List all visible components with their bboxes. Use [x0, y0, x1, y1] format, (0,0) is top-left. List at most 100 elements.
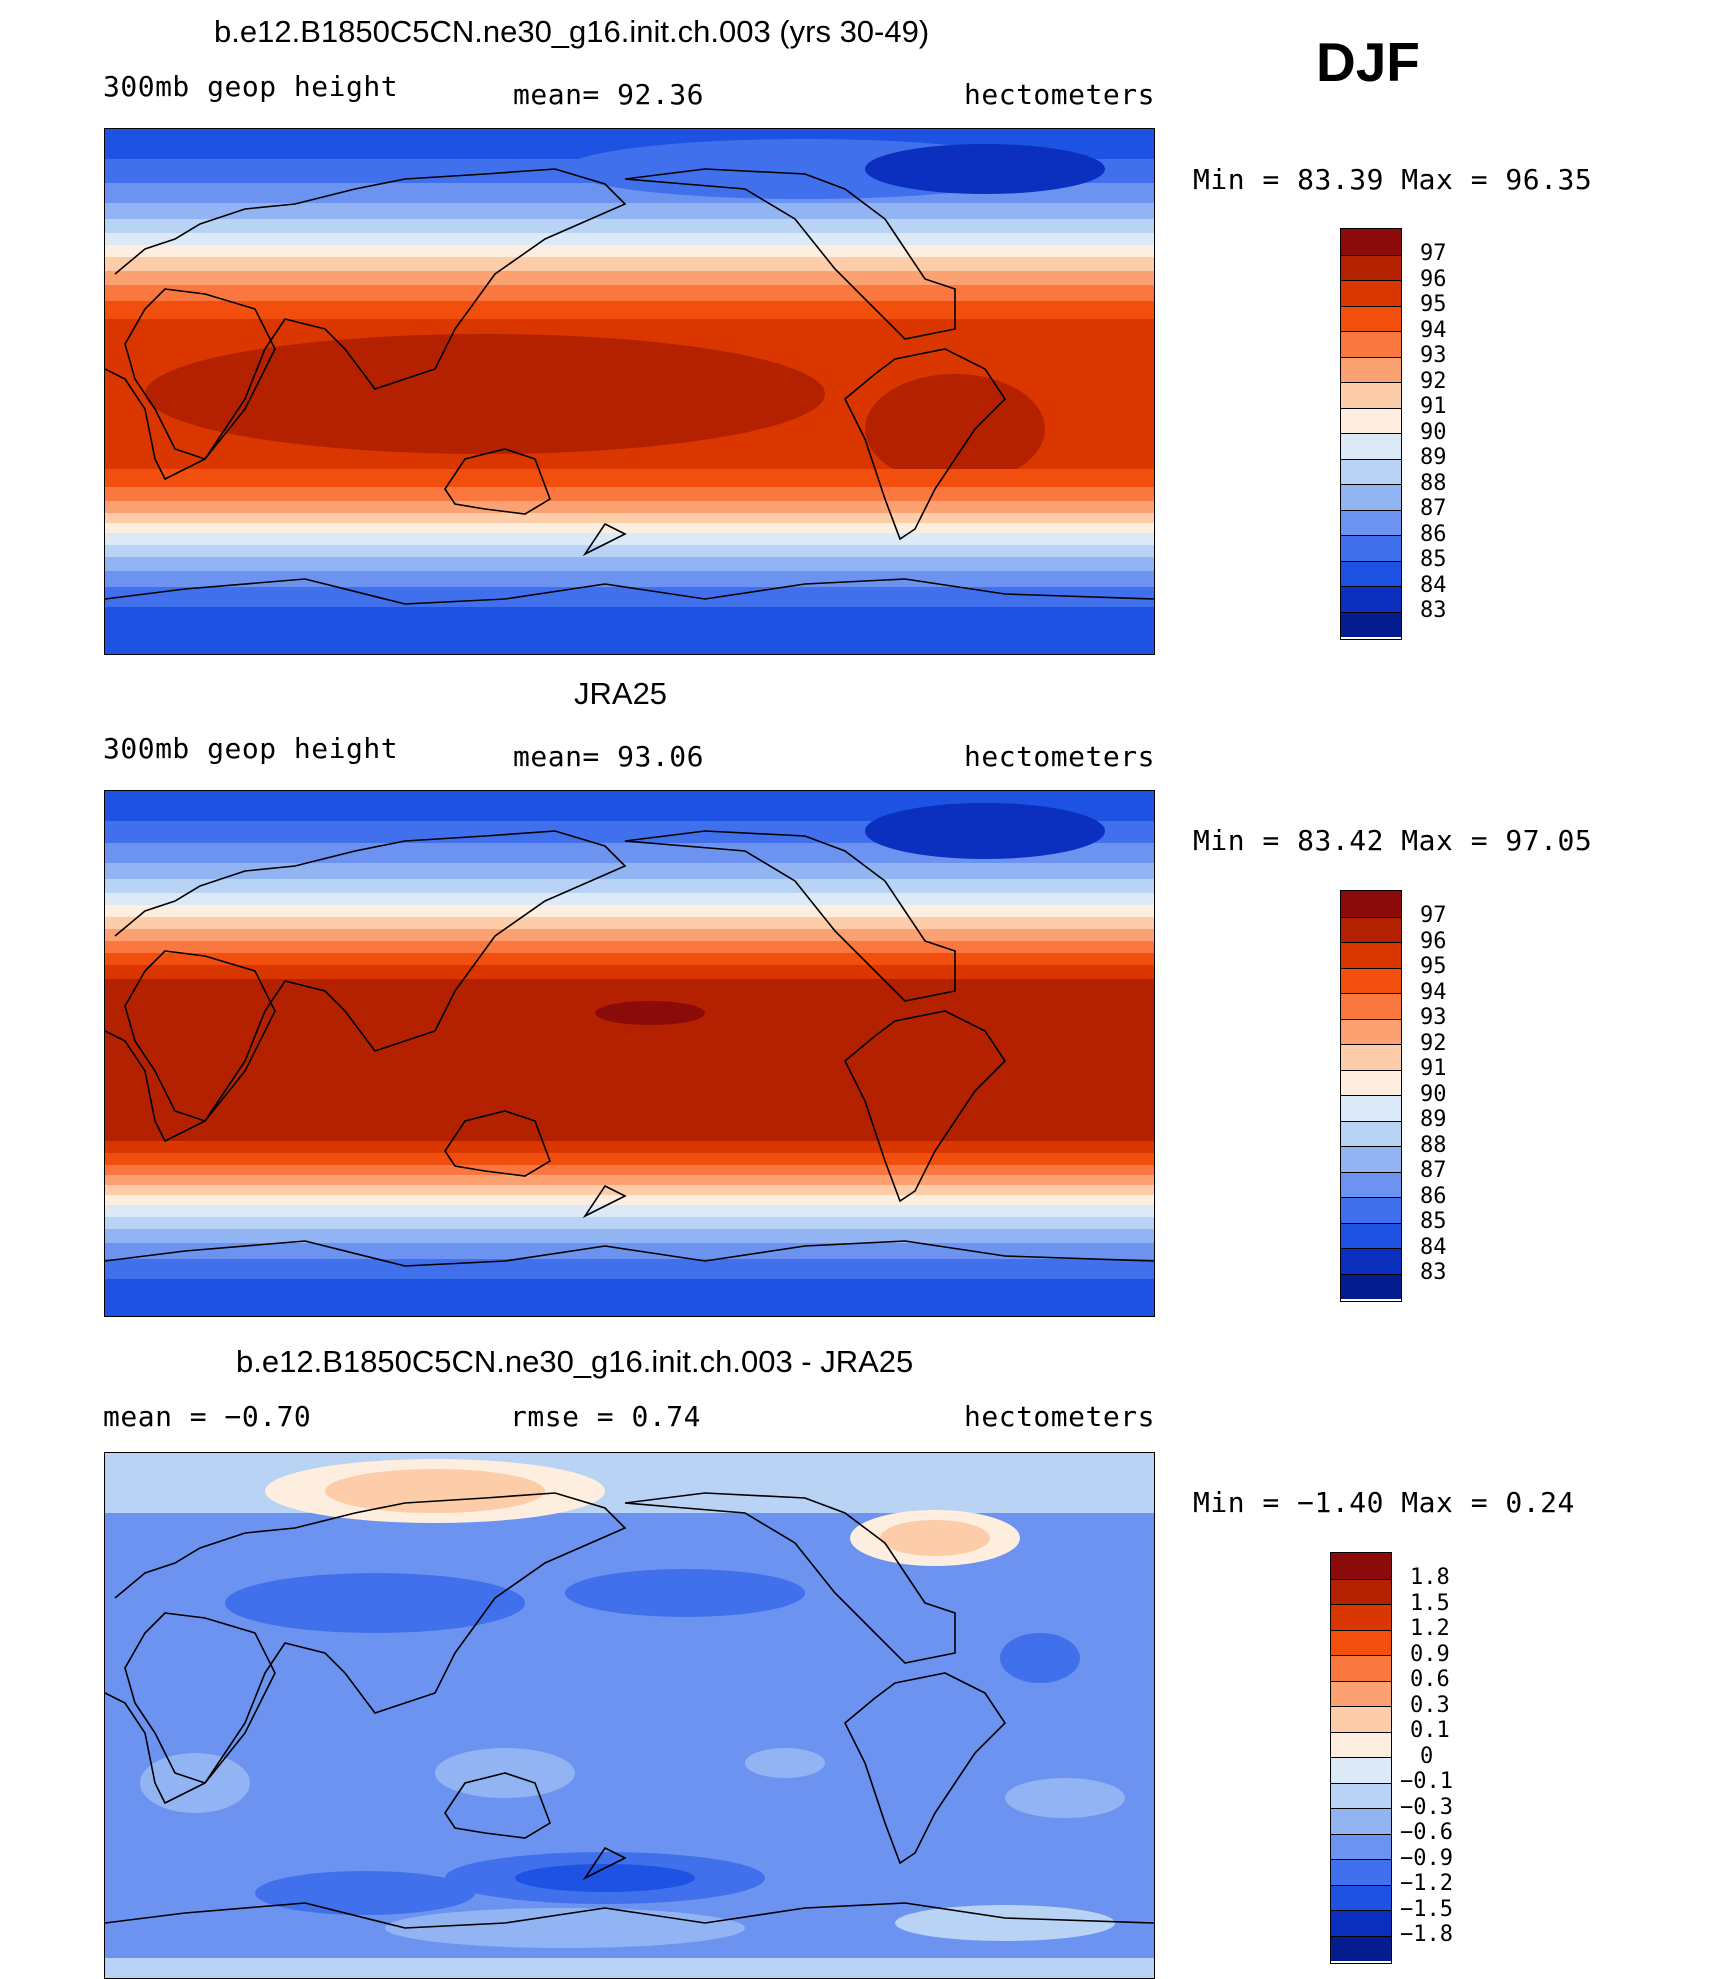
colorbar-tick: 83	[1420, 598, 1447, 623]
colorbar-tick: 84	[1420, 573, 1447, 598]
panel-2-colorbar	[1340, 890, 1402, 1302]
panel-1-colorbar	[1340, 228, 1402, 640]
colorbar-tick: −0.9	[1400, 1846, 1453, 1871]
panel-3-minmax: Min = −1.40 Max = 0.24	[1193, 1486, 1575, 1519]
colorbar-cell	[1341, 509, 1401, 535]
colorbar-cell	[1341, 305, 1401, 331]
colorbar-cell	[1341, 967, 1401, 993]
colorbar-tick: −1.8	[1400, 1922, 1453, 1947]
colorbar-tick: 93	[1420, 343, 1447, 368]
colorbar-cell	[1331, 1782, 1391, 1808]
colorbar-cell	[1331, 1910, 1391, 1936]
colorbar-tick: 84	[1420, 1235, 1447, 1260]
colorbar-tick: 91	[1420, 1056, 1447, 1081]
colorbar-cell	[1341, 229, 1401, 255]
colorbar-tick: −1.5	[1400, 1897, 1453, 1922]
panel-1-units-label: hectometers	[964, 78, 1155, 111]
panel-2-units-label: hectometers	[964, 740, 1155, 773]
colorbar-cell	[1331, 1655, 1391, 1681]
colorbar-tick: 95	[1420, 954, 1447, 979]
season-label: DJF	[1316, 31, 1420, 93]
colorbar-tick: 86	[1420, 522, 1447, 547]
panel-1-title: b.e12.B1850C5CN.ne30_g16.init.ch.003 (yr…	[214, 14, 930, 49]
colorbar-tick: 88	[1420, 471, 1447, 496]
colorbar-tick: 91	[1420, 394, 1447, 419]
colorbar-tick: 94	[1420, 318, 1447, 343]
colorbar-cell	[1341, 382, 1401, 408]
colorbar-cell	[1341, 433, 1401, 459]
colorbar-tick: −1.2	[1400, 1871, 1453, 1896]
colorbar-tick: 89	[1420, 1107, 1447, 1132]
colorbar-tick: 0.9	[1410, 1642, 1450, 1667]
panel-2-map	[104, 790, 1155, 1317]
colorbar-tick: 0	[1420, 1744, 1434, 1769]
colorbar-tick: 1.2	[1410, 1616, 1450, 1641]
colorbar-cell	[1341, 891, 1401, 917]
colorbar-tick: −0.1	[1400, 1769, 1453, 1794]
colorbar-cell	[1341, 254, 1401, 280]
colorbar-tick: −0.6	[1400, 1820, 1453, 1845]
colorbar-cell	[1341, 1248, 1401, 1274]
panel-2-mean-label: mean= 93.06	[513, 740, 704, 773]
colorbar-cell	[1341, 484, 1401, 510]
panel-3-map	[104, 1452, 1155, 1979]
panel-1-variable-label: 300mb geop height	[103, 70, 399, 103]
colorbar-cell	[1341, 535, 1401, 561]
panel-3-units-label: hectometers	[964, 1400, 1155, 1433]
colorbar-tick: 93	[1420, 1005, 1447, 1030]
colorbar-cell	[1331, 1859, 1391, 1885]
colorbar-cell	[1331, 1553, 1391, 1579]
panel-1-minmax: Min = 83.39 Max = 96.35	[1193, 163, 1593, 196]
colorbar-cell	[1331, 1757, 1391, 1783]
colorbar-tick: 0.1	[1410, 1718, 1450, 1743]
colorbar-tick: 83	[1420, 1260, 1447, 1285]
colorbar-cell	[1341, 331, 1401, 357]
colorbar-tick: 96	[1420, 267, 1447, 292]
colorbar-tick: 0.3	[1410, 1693, 1450, 1718]
colorbar-cell	[1341, 1120, 1401, 1146]
colorbar-cell	[1331, 1706, 1391, 1732]
panel-2-map-svg	[105, 791, 1154, 1316]
colorbar-cell	[1331, 1604, 1391, 1630]
panel-1-mean-label: mean= 92.36	[513, 78, 704, 111]
colorbar-tick: 85	[1420, 547, 1447, 572]
colorbar-tick: 1.8	[1410, 1565, 1450, 1590]
panel-2-title: JRA25	[574, 676, 668, 711]
colorbar-cell	[1341, 1069, 1401, 1095]
colorbar-tick: 97	[1420, 903, 1447, 928]
colorbar-cell	[1341, 611, 1401, 637]
colorbar-cell	[1341, 1044, 1401, 1070]
colorbar-cell	[1341, 942, 1401, 968]
colorbar-cell	[1341, 1018, 1401, 1044]
colorbar-cell	[1341, 1222, 1401, 1248]
colorbar-tick: 87	[1420, 1158, 1447, 1183]
colorbar-tick: 90	[1420, 420, 1447, 445]
colorbar-tick: −0.3	[1400, 1795, 1453, 1820]
colorbar-cell	[1341, 1171, 1401, 1197]
colorbar-cell	[1341, 458, 1401, 484]
colorbar-cell	[1331, 1808, 1391, 1834]
colorbar-cell	[1331, 1680, 1391, 1706]
colorbar-tick: 0.6	[1410, 1667, 1450, 1692]
colorbar-cell	[1341, 916, 1401, 942]
panel-3-rmse-label: rmse = 0.74	[510, 1400, 701, 1433]
panel-1-map	[104, 128, 1155, 655]
colorbar-cell	[1331, 1731, 1391, 1757]
colorbar-cell	[1341, 1095, 1401, 1121]
colorbar-tick: 89	[1420, 445, 1447, 470]
colorbar-tick: 90	[1420, 1082, 1447, 1107]
colorbar-cell	[1341, 993, 1401, 1019]
panel-3-title: b.e12.B1850C5CN.ne30_g16.init.ch.003 - J…	[236, 1344, 914, 1379]
colorbar-cell	[1341, 586, 1401, 612]
colorbar-tick: 94	[1420, 980, 1447, 1005]
colorbar-cell	[1331, 1935, 1391, 1961]
colorbar-tick: 85	[1420, 1209, 1447, 1234]
panel-1-map-svg	[105, 129, 1154, 654]
colorbar-cell	[1341, 280, 1401, 306]
colorbar-cell	[1341, 407, 1401, 433]
colorbar-cell	[1331, 1629, 1391, 1655]
colorbar-cell	[1341, 1146, 1401, 1172]
panel-3-mean-label: mean = −0.70	[103, 1400, 312, 1433]
panel-3-map-svg	[105, 1453, 1154, 1978]
colorbar-cell	[1331, 1578, 1391, 1604]
